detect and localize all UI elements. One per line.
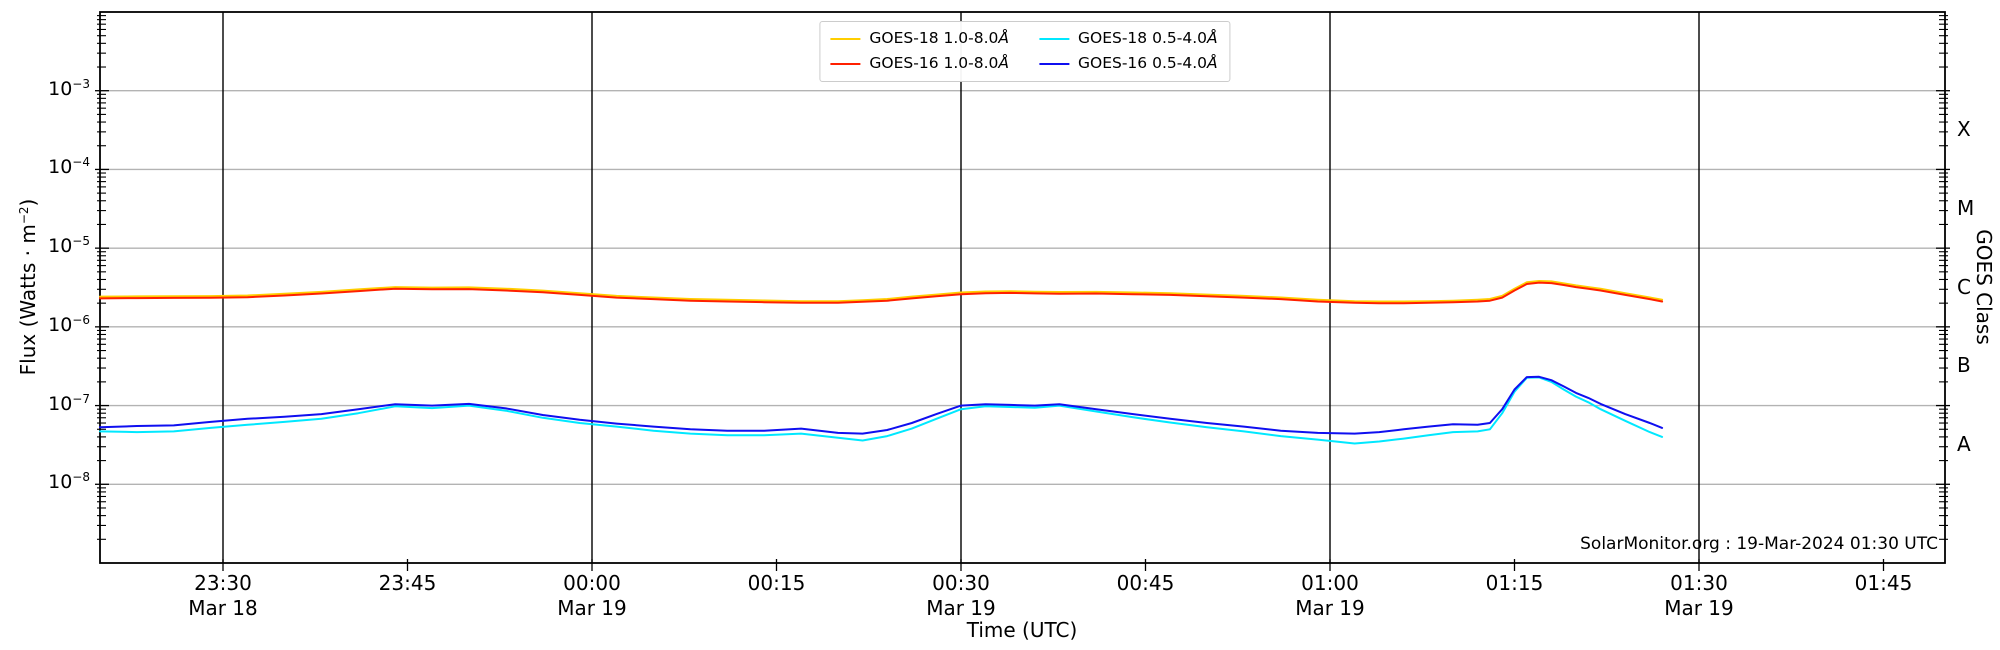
legend-swatch-line <box>1039 37 1069 40</box>
x-tick-date-label: Mar 19 <box>926 596 996 620</box>
legend-label: GOES-18 1.0-8.0Å <box>869 29 1009 47</box>
x-tick-label: 00:15 <box>747 571 806 595</box>
x-tick-label: 23:45 <box>378 571 437 595</box>
series-line-4 <box>99 375 1664 435</box>
y-tick-label: 10−5 <box>48 234 90 258</box>
class-label-a: A <box>1957 431 1971 456</box>
x-tick-date-label: Mar 19 <box>557 596 627 620</box>
legend-label: GOES-18 0.5-4.0Å <box>1078 29 1218 47</box>
y-tick-label: 10−3 <box>48 76 90 100</box>
legend-item: GOES-18 0.5-4.0Å <box>1039 29 1218 48</box>
x-tick-label: 01:45 <box>1854 571 1913 595</box>
x-tick-label: 00:30 <box>932 571 990 595</box>
legend-item: GOES-18 1.0-8.0Å <box>830 29 1009 48</box>
watermark-text: SolarMonitor.org : 19-Mar-2024 01:30 UTC <box>1580 534 1938 554</box>
series-line-1 <box>99 280 1664 303</box>
legend-swatch-line <box>830 63 861 66</box>
class-label-b: B <box>1957 353 1971 378</box>
x-tick-label: 23:30 <box>194 571 252 595</box>
y-axis-label: Flux (Watts · m−2) <box>16 198 40 376</box>
legend-item: GOES-16 1.0-8.0Å <box>830 54 1009 73</box>
x-tick-label: 00:45 <box>1116 571 1175 595</box>
series-line-2 <box>99 281 1664 305</box>
x-tick-label: 01:15 <box>1485 571 1544 595</box>
plot-border <box>99 11 1946 564</box>
y-tick-label: 10−6 <box>48 312 90 336</box>
legend-label: GOES-16 0.5-4.0Å <box>1078 54 1218 73</box>
class-label-x: X <box>1957 117 1971 142</box>
legend-label: GOES-16 1.0-8.0Å <box>869 54 1009 73</box>
legend-swatch-line <box>830 37 861 40</box>
x-tick-label: 00:00 <box>563 571 621 595</box>
x-tick-date-label: Mar 19 <box>1664 596 1734 620</box>
class-label-c: C <box>1957 274 1971 299</box>
x-tick-date-label: Mar 19 <box>1295 596 1365 620</box>
class-label-m: M <box>1957 195 1975 220</box>
x-tick-label: 01:30 <box>1670 571 1728 595</box>
y-tick-label: 10−7 <box>48 391 90 415</box>
series-line-3 <box>99 376 1664 445</box>
y-tick-label: 10−4 <box>48 155 90 179</box>
legend: GOES-18 1.0-8.0Å GOES-16 1.0-8.0Å GOES-18 … <box>819 21 1231 82</box>
y-tick-label: 10−8 <box>48 470 90 494</box>
legend-swatch-line <box>1039 63 1069 66</box>
x-tick-label: 01:00 <box>1301 571 1359 595</box>
x-tick-date-label: Mar 18 <box>188 596 258 620</box>
legend-item: GOES-16 0.5-4.0Å <box>1039 54 1218 73</box>
x-axis-label: Time (UTC) <box>966 618 1078 642</box>
